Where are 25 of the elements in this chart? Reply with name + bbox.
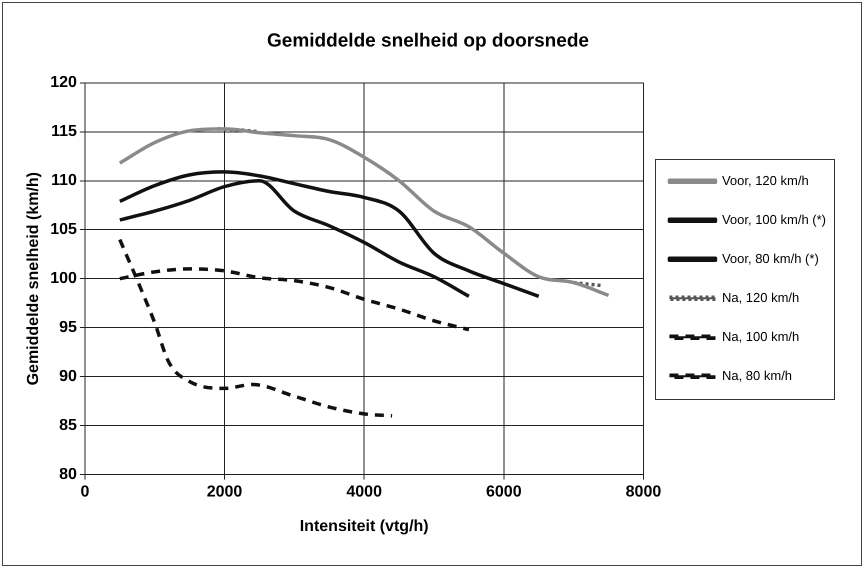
- legend-label: Voor, 80 km/h (*): [722, 250, 819, 266]
- y-tick-label: 85: [59, 417, 77, 434]
- y-tick-label: 120: [50, 74, 77, 92]
- legend-label: Na, 120 km/h: [722, 290, 800, 305]
- x-axis-title: Intensiteit (vtg/h): [300, 518, 429, 535]
- y-tick-label: 110: [51, 172, 77, 190]
- y-axis-title: Gemiddelde snelheid (km/h): [25, 172, 42, 386]
- y-tick-label: 90: [59, 368, 77, 386]
- x-tick-label: 0: [80, 484, 90, 501]
- x-tick-label: 4000: [346, 484, 382, 501]
- y-tick-label: 105: [50, 221, 77, 238]
- y-tick-label: 100: [50, 270, 77, 288]
- legend-label: Voor, 100 km/h (*): [722, 212, 826, 227]
- legend-label: Na, 100 km/h: [722, 328, 800, 344]
- x-tick-label: 6000: [486, 484, 522, 501]
- chart-title: Gemiddelde snelheid op doorsnede: [267, 30, 589, 52]
- y-tick-label: 80: [59, 466, 77, 484]
- line-series: [118, 127, 610, 298]
- y-tick-label: 115: [51, 123, 77, 140]
- x-tick-label: 8000: [626, 484, 662, 501]
- line-series: [118, 170, 540, 298]
- legend-label: Na, 80 km/h: [722, 368, 792, 383]
- x-tick-label: 2000: [206, 484, 242, 501]
- legend-label: Voor, 120 km/h: [722, 172, 809, 188]
- y-tick-label: 95: [59, 319, 77, 336]
